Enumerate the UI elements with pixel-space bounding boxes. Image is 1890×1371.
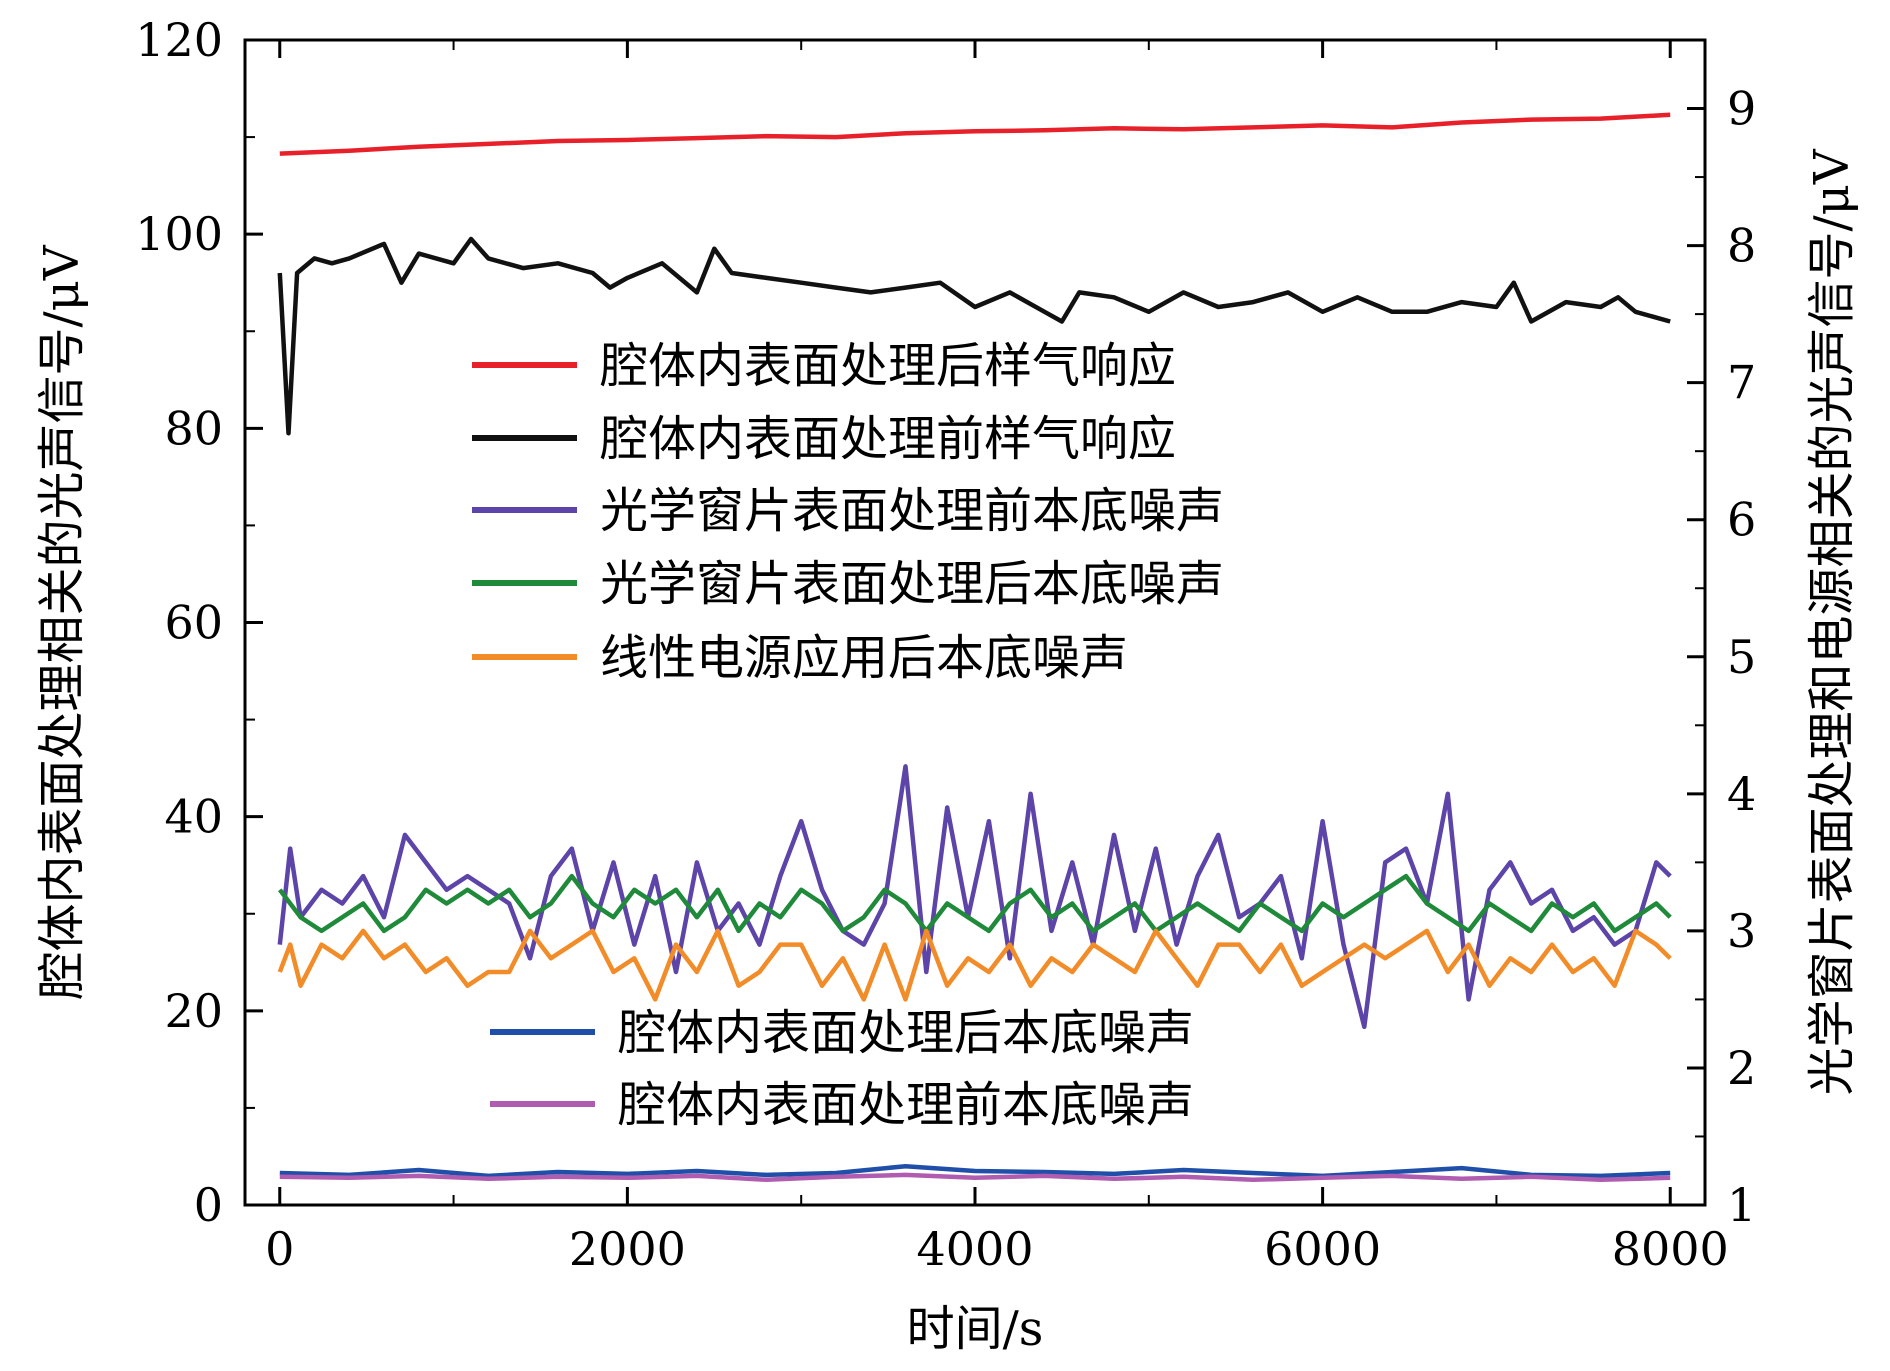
axes-layer: 0 2000 4000 6000 8000 0 20 40 60 80 100 120 1 2 3 4 5 6 7 8…	[135, 13, 1756, 1276]
legend-label: 线性电源应用后本底噪声	[600, 630, 1128, 686]
series-line-0	[279, 112, 1671, 156]
x-tick-label: 0	[265, 1222, 294, 1276]
y-left-tick-label: 80	[164, 401, 223, 455]
series-line-2	[277, 764, 1672, 1030]
y-left-tick-label: 20	[164, 984, 223, 1038]
legend-label: 腔体内表面处理前本底噪声	[618, 1077, 1194, 1133]
legend-label: 光学窗片表面处理前本底噪声	[600, 483, 1224, 539]
y-axis-right-title: 光学窗片表面处理和电源相关的光声信号/μV	[1804, 148, 1860, 1095]
x-tick-label: 4000	[916, 1222, 1033, 1276]
series-line-6	[279, 1172, 1671, 1183]
x-tick-label: 2000	[569, 1222, 686, 1276]
series-line-5	[279, 1163, 1671, 1179]
y-axis-left-title: 腔体内表面处理相关的光声信号/μV	[34, 244, 90, 999]
series-line-1	[277, 236, 1671, 436]
legend-label: 腔体内表面处理后样气响应	[600, 338, 1176, 394]
x-axis-title: 时间/s	[907, 1301, 1044, 1357]
x-tick-label: 8000	[1612, 1222, 1729, 1276]
y-right-tick-label: 1	[1727, 1178, 1756, 1232]
series-line-3	[278, 873, 1672, 934]
y-right-tick-label: 7	[1727, 356, 1756, 410]
y-right-tick-label: 4	[1727, 767, 1756, 821]
legend: 腔体内表面处理后样气响应腔体内表面处理前样气响应光学窗片表面处理前本底噪声光学窗…	[472, 338, 1224, 1133]
y-left-tick-label: 60	[164, 596, 223, 650]
y-right-tick-label: 2	[1727, 1041, 1756, 1095]
y-right-tick-label: 9	[1727, 82, 1756, 136]
legend-label: 腔体内表面处理后本底噪声	[618, 1005, 1194, 1061]
y-right-tick-label: 8	[1727, 219, 1756, 273]
legend-label: 光学窗片表面处理后本底噪声	[600, 556, 1224, 612]
y-right-tick-label: 5	[1727, 630, 1756, 684]
legend-label: 腔体内表面处理前样气响应	[600, 411, 1176, 467]
series-line-4	[277, 928, 1672, 1002]
series-layer	[277, 112, 1672, 1183]
y-right-tick-label: 3	[1727, 904, 1756, 958]
y-left-tick-label: 40	[164, 790, 223, 844]
y-left-tick-label: 0	[194, 1178, 223, 1232]
x-tick-label: 6000	[1264, 1222, 1381, 1276]
y-left-tick-label: 120	[135, 13, 223, 67]
y-right-tick-label: 6	[1727, 493, 1756, 547]
y-left-tick-label: 100	[135, 207, 223, 261]
